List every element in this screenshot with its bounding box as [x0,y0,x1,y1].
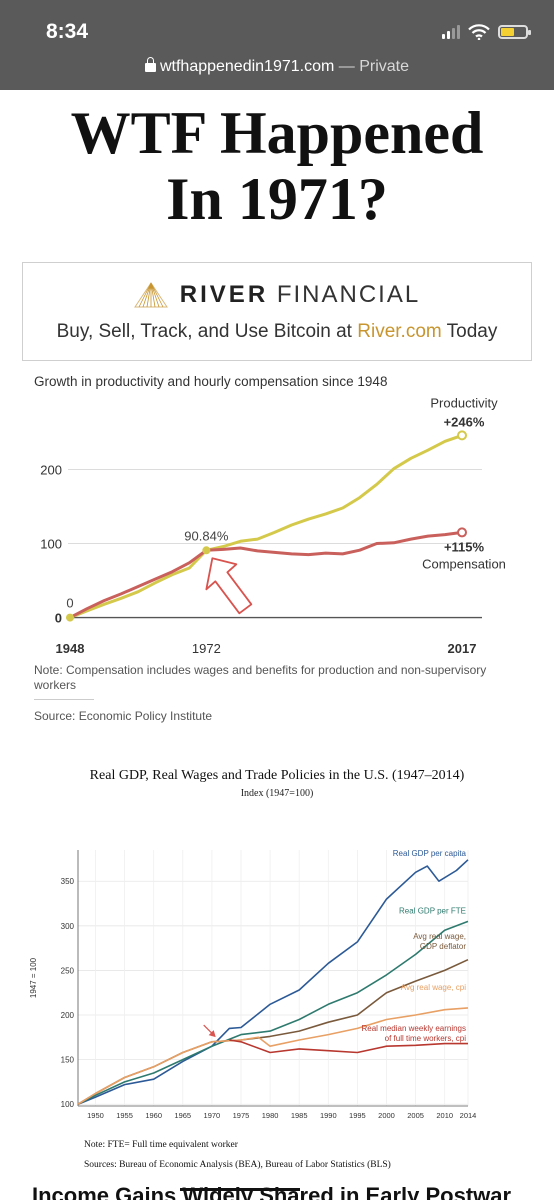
x-tick-label: 1995 [349,1111,366,1120]
gdp-wages-chart: 100 150 200 250 300 350 1950 1955 1960 1965 1970 19… [29,849,477,1120]
y-tick-label: 200 [61,1011,75,1020]
private-mode-label: Private [359,58,410,75]
productivity-change-label: +246% [444,414,485,429]
status-icons [442,24,531,40]
y-tick-label: 300 [61,922,75,931]
browser-chrome: 8:34 wtfhappenedin1971.com — Private [0,0,554,90]
series-line-productivity [69,433,463,619]
chart1-divider [34,699,94,700]
x-tick-label: 1950 [87,1111,104,1120]
series-line [229,1039,468,1054]
ad-brand: RIVER FINANCIAL [180,281,420,309]
next-section-heading: Income Gains Widely Shared in Early Post… [32,1183,552,1200]
cellular-signal-icon [442,25,460,39]
series-line [77,1007,469,1105]
y-tick-label: 100 [40,537,62,552]
legend-median-earnings-2: of full time workers, cpi [385,1034,467,1043]
chart1-title: Growth in productivity and hourly compen… [34,374,388,389]
red-arrow-head-icon [208,1030,216,1038]
red-arrow-icon [205,557,253,615]
start-point [66,613,74,622]
y-tick-label: 100 [61,1100,75,1109]
ad-logo: RIVER FINANCIAL [23,281,531,309]
x-tick-label: 1955 [116,1111,133,1120]
x-tick-label: 1965 [174,1111,191,1120]
heading-underline [180,1188,300,1191]
lock-icon [144,57,156,72]
series-line [77,920,469,1105]
compensation-label: Compensation [422,556,506,571]
ad-brand-light: FINANCIAL [276,281,421,308]
status-time: 8:34 [46,20,89,43]
y-axis-label: 1947 = 100 [29,957,38,998]
page-title: WTF Happened In 1971? [0,100,554,232]
ad-tagline-end: Today [441,321,498,342]
x-tick-label: 2005 [407,1111,424,1120]
legend-median-earnings: Real median weekly earnings [362,1024,467,1033]
page-title-line-1: WTF Happened [70,100,484,166]
marker-1972-point [202,546,211,555]
x-tick-label: 1975 [233,1111,250,1120]
series-line [77,859,469,1105]
chart1-source: Source: Economic Policy Institute [34,709,213,723]
ad-tagline: Buy, Sell, Track, and Use Bitcoin at Riv… [23,321,531,343]
chart2-title: Real GDP, Real Wages and Trade Policies … [89,768,465,783]
next-section-heading-text: Income Gains Widely Shared in Early Post… [32,1183,512,1200]
x-tick-label: 2014 [460,1111,477,1120]
x-tick-label: 2010 [436,1111,453,1120]
x-tick-label: 1980 [262,1111,279,1120]
legend-avg-real-wage-deflator: Avg real wage, [413,932,466,941]
productivity-compensation-chart: 0 100 200 1948 1972 2017 0 90.84% Productivity +2… [40,395,506,656]
url-domain: wtfhappenedin1971.com [159,58,335,75]
ad-river-link[interactable]: River.com [357,321,442,342]
x-tick-label: 1985 [291,1111,308,1120]
y-tick-label: 0 [55,611,62,626]
river-logo-icon [133,282,168,308]
legend-real-gdp-per-capita: Real GDP per capita [393,849,467,858]
legend-real-gdp-per-fte: Real GDP per FTE [399,906,466,915]
chart2-subtitle: Index (1947=100) [240,788,314,799]
battery-icon [498,25,531,39]
x-tick-label: 1948 [56,641,85,656]
ad-tagline-start: Buy, Sell, Track, and Use Bitcoin at [56,321,358,342]
compensation-change-label: +115% [444,539,485,554]
annotation-zero: 0 [66,596,73,611]
url-separator: — [334,58,360,75]
chart2-note: Note: FTE= Full time equivalent worker [84,1140,238,1150]
y-tick-label: 150 [61,1056,75,1065]
ad-brand-bold: RIVER [179,281,269,308]
page-title-line-2: In 1971? [166,166,388,232]
y-tick-label: 200 [40,462,62,477]
chart2-sources: Sources: Bureau of Economic Analysis (BE… [84,1160,391,1170]
series-line-compensation [69,530,463,619]
series-end-point [457,430,467,441]
series-end-point [457,527,467,538]
chart1-note: Note: Compensation includes wages and be… [34,663,487,692]
x-tick-label: 2000 [378,1111,395,1120]
x-tick-label: 1990 [320,1111,337,1120]
y-tick-label: 350 [61,877,75,886]
river-financial-ad[interactable]: RIVER FINANCIAL Buy, Sell, Track, and Us… [22,262,532,361]
annotation-1972: 90.84% [184,528,229,543]
legend-avg-real-wage-deflator-2: GDP deflator [420,942,466,951]
address-bar[interactable]: wtfhappenedin1971.com — Private [0,57,554,76]
wifi-icon [468,24,490,40]
productivity-label: Productivity [430,395,498,410]
y-tick-label: 250 [61,966,75,975]
x-tick-label: 1972 [192,641,221,656]
x-tick-label: 1960 [145,1111,162,1120]
x-tick-label: 2017 [448,641,477,656]
legend-avg-real-wage-cpi: Avg real wage, cpi [401,983,466,992]
x-tick-label: 1970 [204,1111,221,1120]
